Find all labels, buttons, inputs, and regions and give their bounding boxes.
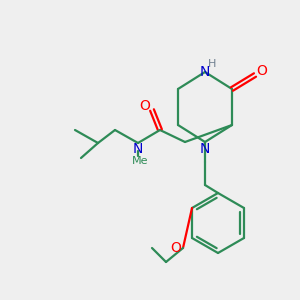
Text: N: N bbox=[200, 65, 210, 79]
Text: N: N bbox=[200, 142, 210, 156]
Text: O: O bbox=[256, 64, 267, 78]
Text: O: O bbox=[171, 241, 182, 255]
Text: O: O bbox=[140, 99, 150, 113]
Text: N: N bbox=[133, 142, 143, 156]
Text: H: H bbox=[208, 59, 216, 69]
Text: Me: Me bbox=[132, 156, 148, 166]
